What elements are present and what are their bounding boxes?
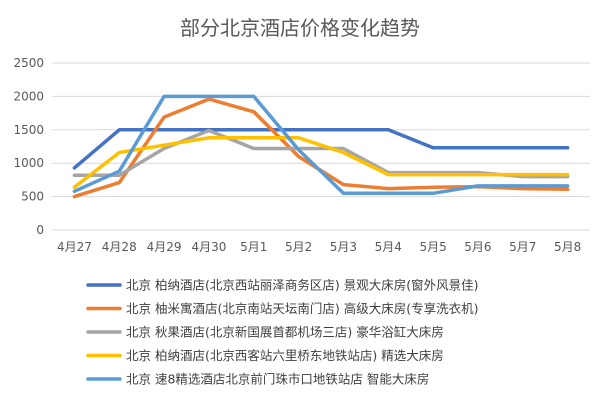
series-lines <box>72 94 570 199</box>
x-tick-label: 5月8 <box>554 240 581 254</box>
x-tick-label: 4月30 <box>191 240 226 254</box>
x-tick-label: 5月3 <box>330 240 357 254</box>
x-tick-label: 4月28 <box>102 240 137 254</box>
legend-label-1: 北京 柏纳酒店(北京西站丽泽商务区店) 景观大床房(窗外风景佳) <box>126 278 478 293</box>
y-axis-ticks: 0 500 1000 1500 2000 2500 <box>13 56 44 237</box>
legend-label-5: 北京 速8精选酒店北京前门珠市口地铁站店 智能大床房 <box>126 372 429 387</box>
legend-label-4: 北京 柏纳酒店(北京西客站六里桥东地铁站店) 精选大床房 <box>126 348 444 363</box>
x-tick-label: 4月29 <box>147 240 182 254</box>
x-tick-label: 5月6 <box>464 240 491 254</box>
x-tick-label: 4月27 <box>57 240 92 254</box>
x-axis-ticks: 4月27 4月28 4月29 4月30 5月1 5月2 5月3 5月4 5月5 5月6 5月7 5月8 <box>57 240 581 254</box>
x-tick-label: 5月7 <box>509 240 536 254</box>
x-tick-label: 5月4 <box>375 240 402 254</box>
x-tick-label: 5月5 <box>419 240 446 254</box>
series-line-5 <box>72 94 570 196</box>
series-line-4 <box>72 136 570 189</box>
y-tick-label: 0 <box>36 223 44 237</box>
x-tick-label: 5月1 <box>240 240 267 254</box>
y-tick-label: 500 <box>21 190 44 204</box>
y-tick-label: 1500 <box>13 123 44 137</box>
legend: 北京 柏纳酒店(北京西站丽泽商务区店) 景观大床房(窗外风景佳) 北京 柚米寓酒店… <box>86 278 478 387</box>
y-tick-label: 1000 <box>13 156 44 170</box>
chart-title: 部分北京酒店价格变化趋势 <box>180 16 420 40</box>
legend-label-2: 北京 柚米寓酒店(北京南站天坛南门店) 高级大床房(专享洗衣机) <box>126 301 478 316</box>
x-tick-label: 5月2 <box>285 240 312 254</box>
legend-label-3: 北京 秋果酒店(北京新国展首都机场三店) 豪华浴缸大床房 <box>126 325 444 340</box>
y-tick-label: 2000 <box>13 89 44 103</box>
y-tick-label: 2500 <box>13 56 44 70</box>
